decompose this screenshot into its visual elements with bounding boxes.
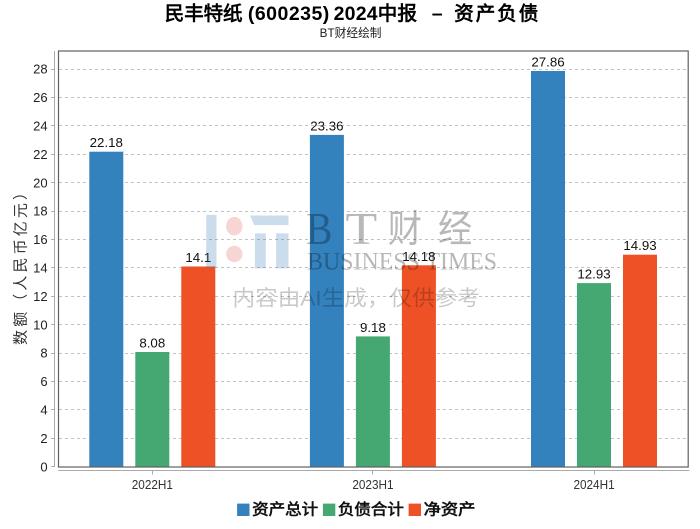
- svg-text:B: B: [306, 203, 332, 254]
- svg-text:6: 6: [40, 374, 47, 389]
- svg-text:2: 2: [40, 431, 47, 446]
- svg-text:0: 0: [40, 459, 47, 474]
- svg-text:28: 28: [33, 62, 47, 77]
- svg-text:2023H1: 2023H1: [352, 477, 393, 492]
- svg-text:12: 12: [33, 289, 47, 304]
- svg-text:经: 经: [438, 209, 472, 251]
- svg-text:数额（人民币亿元）: 数额（人民币亿元）: [12, 185, 29, 345]
- svg-text:24: 24: [33, 118, 47, 133]
- svg-text:BUSINESS TIMES: BUSINESS TIMES: [307, 246, 497, 275]
- svg-text:2022H1: 2022H1: [132, 477, 173, 492]
- svg-text:20: 20: [33, 175, 47, 190]
- svg-text:10: 10: [33, 317, 47, 332]
- svg-text:26: 26: [33, 90, 47, 105]
- svg-text:8.08: 8.08: [139, 336, 165, 351]
- svg-text:18: 18: [33, 204, 47, 219]
- svg-text:内容由AI生成，仅供参考: 内容由AI生成，仅供参考: [233, 287, 480, 311]
- svg-text:14.1: 14.1: [185, 250, 211, 265]
- svg-text:2024H1: 2024H1: [573, 477, 614, 492]
- svg-text:BT财经绘制: BT财经绘制: [320, 26, 382, 40]
- svg-text:财: 财: [388, 209, 422, 251]
- svg-text:8: 8: [40, 346, 47, 361]
- svg-text:14.93: 14.93: [623, 238, 656, 253]
- svg-text:14.18: 14.18: [402, 249, 435, 264]
- svg-text:22.18: 22.18: [90, 135, 123, 150]
- svg-text:资产总计: 资产总计: [252, 500, 319, 519]
- svg-text:民丰特纸(600235)2024中报–资产负债: 民丰特纸 (600235) 2024中报 – 资产负债: [165, 2, 539, 25]
- svg-text:净资产: 净资产: [424, 500, 476, 519]
- svg-text:4: 4: [40, 403, 47, 418]
- svg-text:23.36: 23.36: [310, 118, 343, 133]
- svg-text:12.93: 12.93: [577, 267, 610, 282]
- svg-text:9.18: 9.18: [360, 320, 386, 335]
- svg-text:16: 16: [33, 232, 47, 247]
- svg-text:27.86: 27.86: [531, 55, 564, 70]
- svg-text:T: T: [346, 203, 378, 254]
- svg-text:14: 14: [33, 261, 47, 276]
- svg-text:22: 22: [33, 147, 47, 162]
- svg-text:负债合计: 负债合计: [338, 500, 405, 519]
